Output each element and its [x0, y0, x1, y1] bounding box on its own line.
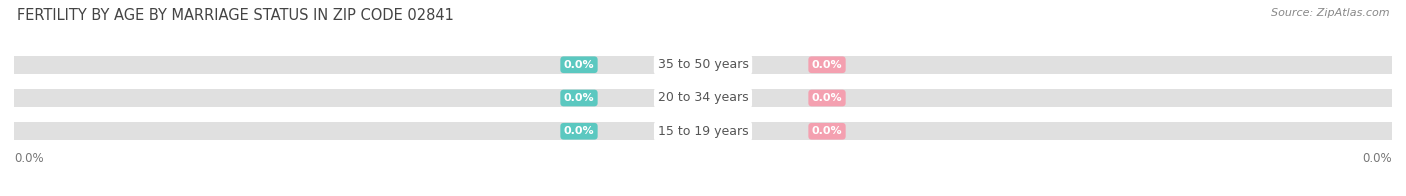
Bar — [14, 56, 1392, 74]
Text: 0.0%: 0.0% — [811, 126, 842, 136]
Text: 15 to 19 years: 15 to 19 years — [658, 125, 748, 138]
Text: 35 to 50 years: 35 to 50 years — [658, 58, 748, 71]
Bar — [14, 89, 1392, 107]
Text: Source: ZipAtlas.com: Source: ZipAtlas.com — [1271, 8, 1389, 18]
Text: 0.0%: 0.0% — [564, 126, 595, 136]
Text: FERTILITY BY AGE BY MARRIAGE STATUS IN ZIP CODE 02841: FERTILITY BY AGE BY MARRIAGE STATUS IN Z… — [17, 8, 454, 23]
Text: 20 to 34 years: 20 to 34 years — [658, 92, 748, 104]
Text: 0.0%: 0.0% — [1362, 152, 1392, 165]
Text: 0.0%: 0.0% — [14, 152, 44, 165]
Text: 0.0%: 0.0% — [811, 93, 842, 103]
Text: 0.0%: 0.0% — [811, 60, 842, 70]
Text: 0.0%: 0.0% — [564, 93, 595, 103]
Bar — [14, 122, 1392, 140]
Text: 0.0%: 0.0% — [564, 60, 595, 70]
